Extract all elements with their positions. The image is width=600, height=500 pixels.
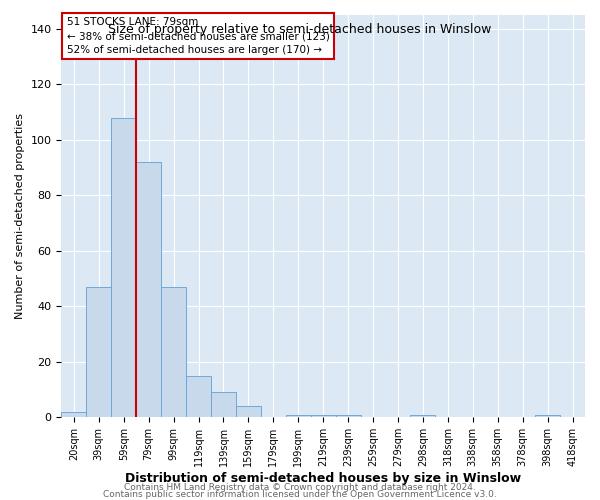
Bar: [286, 414, 311, 418]
Bar: [311, 414, 335, 418]
Bar: [136, 162, 161, 417]
Bar: [86, 287, 111, 418]
Text: 51 STOCKS LANE: 79sqm
← 38% of semi-detached houses are smaller (123)
52% of sem: 51 STOCKS LANE: 79sqm ← 38% of semi-deta…: [67, 17, 329, 55]
Text: Contains public sector information licensed under the Open Government Licence v3: Contains public sector information licen…: [103, 490, 497, 499]
Bar: [61, 412, 86, 418]
Bar: [410, 414, 436, 418]
Bar: [186, 376, 211, 418]
Y-axis label: Number of semi-detached properties: Number of semi-detached properties: [15, 113, 25, 319]
Bar: [211, 392, 236, 417]
Bar: [535, 414, 560, 418]
Text: Contains HM Land Registry data © Crown copyright and database right 2024.: Contains HM Land Registry data © Crown c…: [124, 484, 476, 492]
Text: Size of property relative to semi-detached houses in Winslow: Size of property relative to semi-detach…: [109, 22, 491, 36]
X-axis label: Distribution of semi-detached houses by size in Winslow: Distribution of semi-detached houses by …: [125, 472, 521, 485]
Bar: [111, 118, 136, 418]
Bar: [236, 406, 261, 417]
Bar: [335, 414, 361, 418]
Bar: [161, 287, 186, 418]
